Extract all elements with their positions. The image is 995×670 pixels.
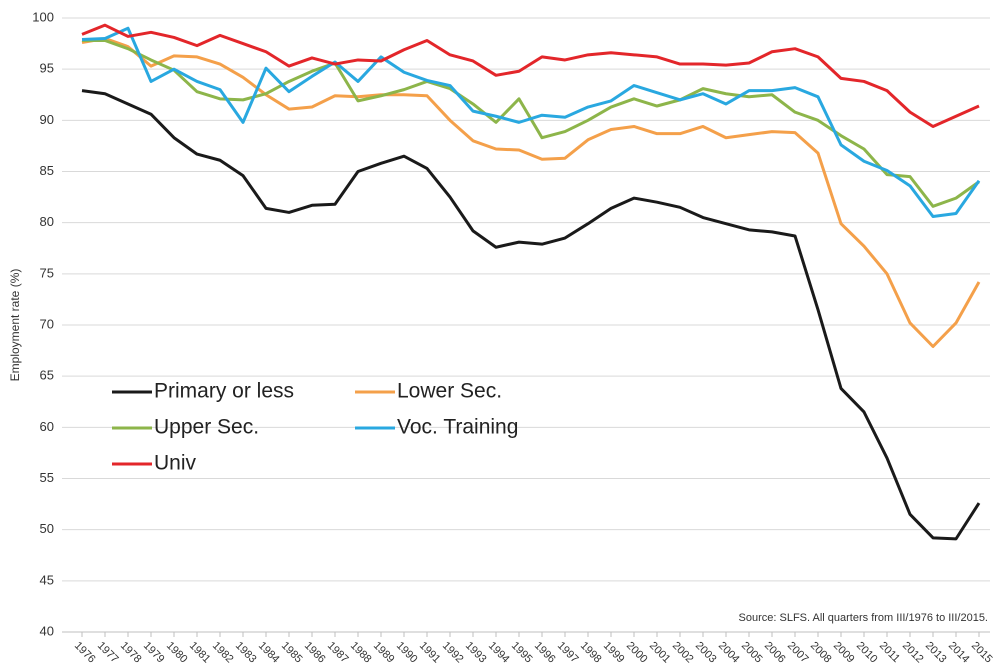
x-tick-label: 1987 xyxy=(325,640,351,666)
y-tick-label: 100 xyxy=(32,9,54,24)
x-tick-label: 1997 xyxy=(555,640,581,666)
x-tick-label: 1996 xyxy=(532,640,558,666)
y-tick-label: 85 xyxy=(40,163,54,178)
x-tick-label: 2002 xyxy=(670,640,696,666)
series-line xyxy=(81,36,981,348)
x-tick-label: 1992 xyxy=(440,640,466,666)
x-tick-label: 1980 xyxy=(164,640,190,666)
series-line xyxy=(81,23,980,128)
x-tick-label: 1991 xyxy=(417,640,443,666)
x-tick-label: 1981 xyxy=(187,640,213,666)
x-tick-label: 1990 xyxy=(394,640,420,666)
y-tick-label: 80 xyxy=(40,214,54,229)
annotation: Source: SLFS. All quarters from III/1976… xyxy=(739,612,988,624)
legend-label: Primary or less xyxy=(154,380,294,403)
x-tick-label: 1976 xyxy=(72,640,98,666)
x-tick-label: 2003 xyxy=(693,640,719,666)
legend-label: Upper Sec. xyxy=(154,416,259,439)
x-tick-label: 1977 xyxy=(95,640,121,666)
y-axis-label: Employment rate (%) xyxy=(8,269,22,382)
x-tick-label: 2005 xyxy=(739,640,765,666)
x-tick-label: 1989 xyxy=(371,640,397,666)
series-line xyxy=(81,26,981,219)
y-tick-label: 90 xyxy=(40,112,54,127)
x-tick-label: 1998 xyxy=(578,640,604,666)
x-tick-label: 1994 xyxy=(486,640,512,666)
legend-label: Univ xyxy=(154,452,197,475)
x-tick-label: 1978 xyxy=(118,640,144,666)
x-tick-label: 1982 xyxy=(210,640,236,666)
x-tick-label: 2009 xyxy=(831,640,857,666)
y-tick-label: 65 xyxy=(40,368,54,383)
x-tick-label: 1993 xyxy=(463,640,489,666)
x-tick-label: 1995 xyxy=(509,640,535,666)
y-tick-label: 45 xyxy=(40,572,54,587)
y-tick-label: 95 xyxy=(40,61,54,76)
x-tick-label: 1985 xyxy=(279,640,305,666)
y-tick-label: 60 xyxy=(40,419,54,434)
x-tick-label: 2000 xyxy=(624,640,650,666)
x-tick-label: 2008 xyxy=(808,640,834,666)
y-tick-label: 50 xyxy=(40,521,54,536)
y-tick-label: 75 xyxy=(40,265,54,280)
x-tick-label: 2014 xyxy=(946,640,972,666)
x-tick-label: 2007 xyxy=(785,640,811,666)
x-tick-label: 1988 xyxy=(348,640,374,666)
y-tick-label: 70 xyxy=(40,316,54,331)
x-tick-label: 1984 xyxy=(256,640,282,666)
x-tick-label: 1979 xyxy=(141,640,167,666)
x-tick-label: 2010 xyxy=(854,640,880,666)
legend-label: Voc. Training xyxy=(397,416,518,439)
y-tick-label: 55 xyxy=(40,470,54,485)
series-line xyxy=(81,89,981,541)
x-tick-label: 2012 xyxy=(900,640,926,666)
legend-label: Lower Sec. xyxy=(397,380,502,403)
x-tick-label: 1983 xyxy=(233,640,259,666)
x-tick-label: 2013 xyxy=(923,640,949,666)
y-tick-label: 40 xyxy=(40,623,54,638)
x-tick-label: 2006 xyxy=(762,640,788,666)
x-tick-label: 1999 xyxy=(601,640,627,666)
x-tick-label: 2011 xyxy=(877,640,902,665)
x-tick-label: 2001 xyxy=(647,640,673,666)
x-tick-label: 1986 xyxy=(302,640,328,666)
x-tick-label: 2015 xyxy=(969,640,995,666)
x-tick-label: 2004 xyxy=(716,640,742,666)
